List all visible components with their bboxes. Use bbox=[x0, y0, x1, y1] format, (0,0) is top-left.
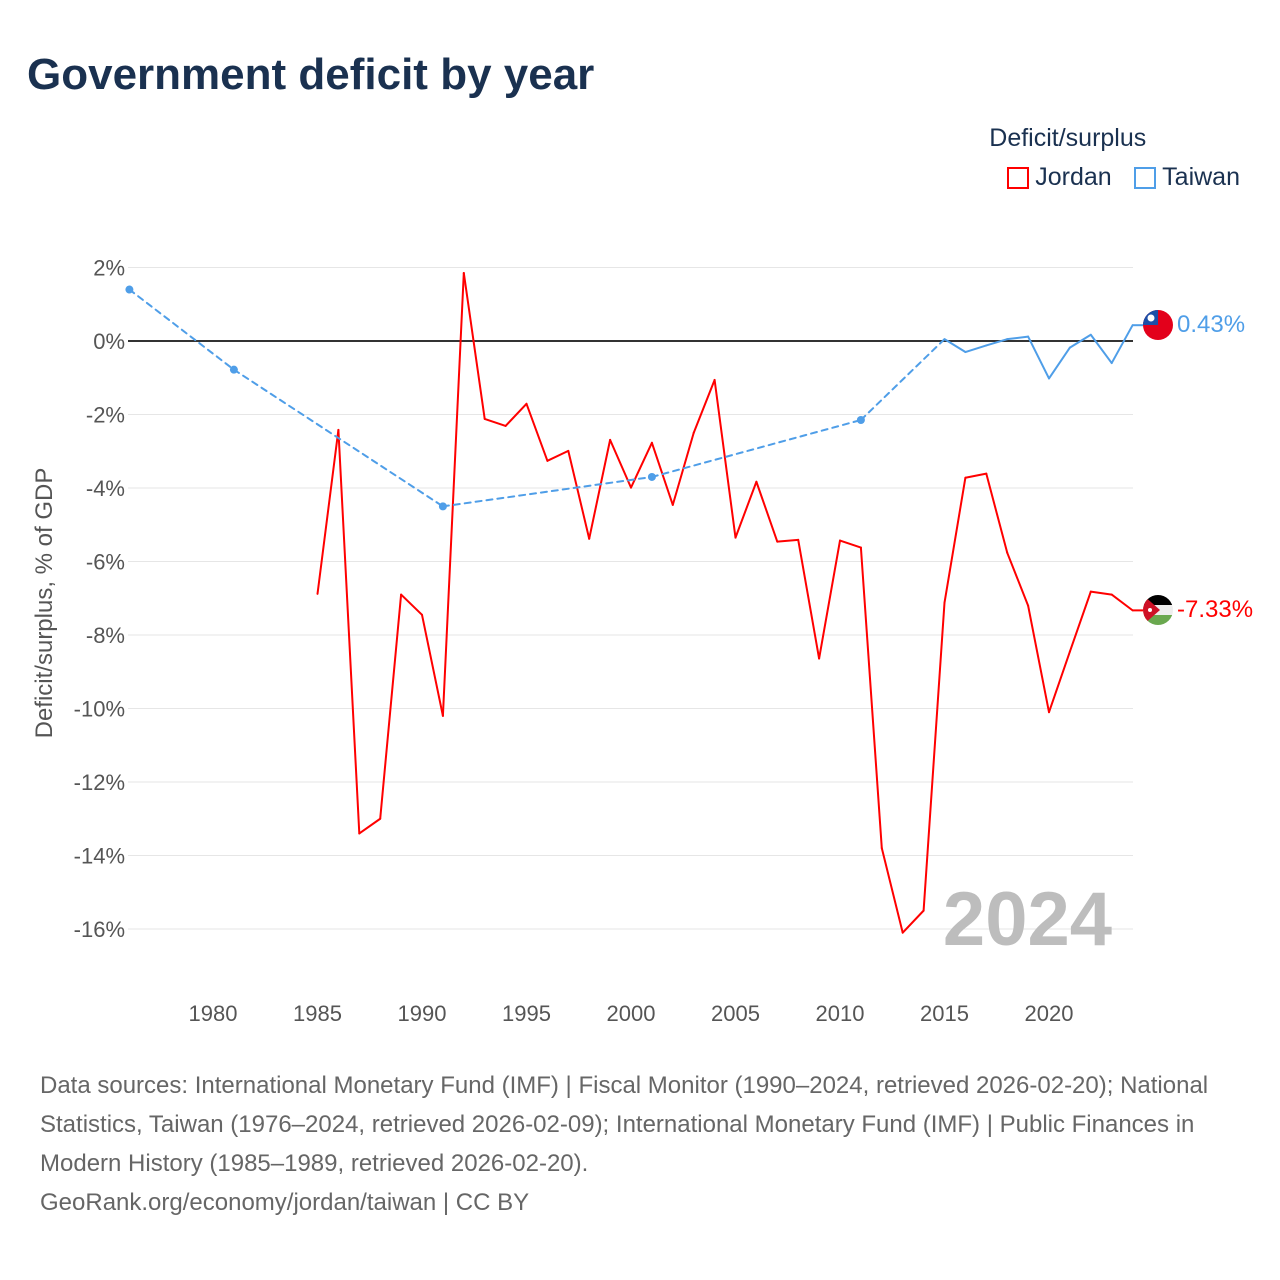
jordan-end-label: -7.33% bbox=[1177, 596, 1253, 623]
jordan-line-segment bbox=[379, 593, 403, 820]
x-tick-label: 2010 bbox=[816, 1001, 865, 1026]
x-tick-label: 2020 bbox=[1025, 1001, 1074, 1026]
legend-swatch bbox=[1007, 166, 1030, 189]
taiwan-end-label: 0.43% bbox=[1177, 311, 1245, 338]
y-tick-label: -10% bbox=[74, 697, 125, 722]
y-axis-label: Deficit/surplus, % of GDP bbox=[31, 468, 58, 739]
jordan-line-segment bbox=[525, 402, 549, 462]
jordan-line-segment bbox=[1110, 593, 1134, 612]
jordan-line-segment bbox=[483, 417, 507, 427]
legend-label: Taiwan bbox=[1162, 163, 1240, 191]
x-tick-label: 1990 bbox=[398, 1001, 447, 1026]
jordan-line-segment bbox=[1006, 551, 1030, 607]
jordan-line-segment bbox=[776, 538, 800, 543]
year-watermark: 2024 bbox=[943, 877, 1112, 962]
jordan-line-segment bbox=[421, 613, 444, 717]
taiwan-line-segment bbox=[964, 344, 988, 354]
jordan-line-segment bbox=[985, 472, 1009, 554]
taiwan-line-segment bbox=[1089, 333, 1113, 365]
taiwan-flag-icon bbox=[1143, 310, 1173, 340]
jordan-line-segment bbox=[734, 480, 758, 539]
jordan-line-segment bbox=[504, 402, 528, 427]
jordan-line-segment bbox=[901, 909, 925, 934]
jordan-line-segment bbox=[567, 449, 591, 540]
taiwan-line-segment bbox=[1006, 335, 1030, 341]
data-sources: Data sources: International Monetary Fun… bbox=[40, 1072, 1209, 1177]
jordan-line-segment bbox=[441, 272, 465, 717]
y-tick-label: 2% bbox=[93, 256, 125, 281]
jordan-line-segment bbox=[859, 546, 883, 850]
jordan-line-segment bbox=[964, 472, 988, 479]
jordan-line-segment bbox=[462, 272, 486, 420]
taiwan-line-segment bbox=[1110, 324, 1134, 365]
taiwan-line-segment bbox=[441, 475, 653, 508]
footer: Data sources: International Monetary Fun… bbox=[40, 1066, 1240, 1222]
jordan-line-segment bbox=[1027, 604, 1050, 714]
legend-item-taiwan[interactable]: Taiwan bbox=[1134, 163, 1240, 192]
jordan-line-segment bbox=[943, 476, 967, 604]
jordan-line-segment bbox=[546, 449, 570, 462]
jordan-line-segment bbox=[839, 539, 862, 549]
jordan-line-segment bbox=[880, 847, 904, 934]
taiwan-data-point bbox=[229, 365, 238, 374]
taiwan-data-point bbox=[438, 502, 447, 511]
taiwan-line-segment bbox=[985, 338, 1009, 347]
x-tick-label: 2005 bbox=[711, 1001, 760, 1026]
taiwan-line-segment bbox=[1048, 346, 1071, 380]
jordan-line-segment bbox=[337, 428, 361, 835]
taiwan-line-segment bbox=[128, 288, 235, 371]
y-tick-label: -2% bbox=[86, 403, 125, 428]
chart-title: Government deficit by year bbox=[27, 50, 595, 99]
taiwan-data-point bbox=[125, 285, 134, 294]
jordan-line-segment bbox=[713, 378, 737, 539]
jordan-line-segment bbox=[692, 378, 716, 434]
jordan-flag-icon bbox=[1143, 595, 1173, 625]
taiwan-line-segment bbox=[859, 338, 946, 422]
taiwan-line-segment bbox=[650, 419, 862, 478]
jordan-line-segment bbox=[755, 480, 779, 543]
taiwan-line-segment bbox=[1068, 333, 1092, 349]
legend-title: Deficit/surplus bbox=[989, 124, 1147, 152]
jordan-line-segment bbox=[630, 441, 653, 489]
line-chart: 2% 0% -2% -4% -6% -8% -10% -12% -14% -16% 1980 1985… bbox=[31, 256, 1253, 1027]
jordan-line-segment bbox=[1089, 590, 1113, 596]
jordan-line-segment bbox=[316, 428, 340, 595]
y-tick-label: -12% bbox=[74, 770, 125, 795]
y-tick-label: -8% bbox=[86, 623, 125, 648]
jordan-line-segment bbox=[400, 593, 423, 616]
legend: Deficit/surplus Jordan Taiwan bbox=[989, 124, 1240, 194]
y-tick-label: -6% bbox=[86, 550, 125, 575]
jordan-line-segment bbox=[1048, 650, 1071, 714]
taiwan-data-point bbox=[856, 416, 865, 425]
taiwan-line-segment bbox=[1027, 335, 1050, 380]
y-tick-label: -4% bbox=[86, 476, 125, 501]
y-tick-label: -14% bbox=[74, 844, 125, 869]
x-tick-label: 1980 bbox=[189, 1001, 238, 1026]
jordan-line-segment bbox=[818, 539, 841, 660]
jordan-line-segment bbox=[1068, 590, 1092, 653]
y-tick-label: 0% bbox=[93, 329, 125, 354]
jordan-line-segment bbox=[922, 601, 946, 912]
legend-item-jordan[interactable]: Jordan bbox=[1007, 163, 1112, 192]
jordan-line-segment bbox=[588, 438, 612, 540]
taiwan-line-segment bbox=[943, 338, 967, 354]
jordan-line-segment bbox=[358, 817, 382, 835]
taiwan-data-point bbox=[647, 472, 656, 481]
taiwan-line-segment bbox=[232, 368, 444, 508]
legend-label: Jordan bbox=[1035, 163, 1112, 191]
x-tick-label: 2015 bbox=[920, 1001, 969, 1026]
jordan-line-segment bbox=[797, 538, 821, 660]
x-tick-label: 1995 bbox=[502, 1001, 551, 1026]
y-tick-label: -16% bbox=[74, 917, 125, 942]
legend-swatch bbox=[1134, 166, 1157, 189]
x-tick-label: 1985 bbox=[293, 1001, 342, 1026]
x-tick-label: 2000 bbox=[607, 1001, 656, 1026]
credit-link[interactable]: GeoRank.org/economy/jordan/taiwan | CC B… bbox=[40, 1189, 530, 1216]
